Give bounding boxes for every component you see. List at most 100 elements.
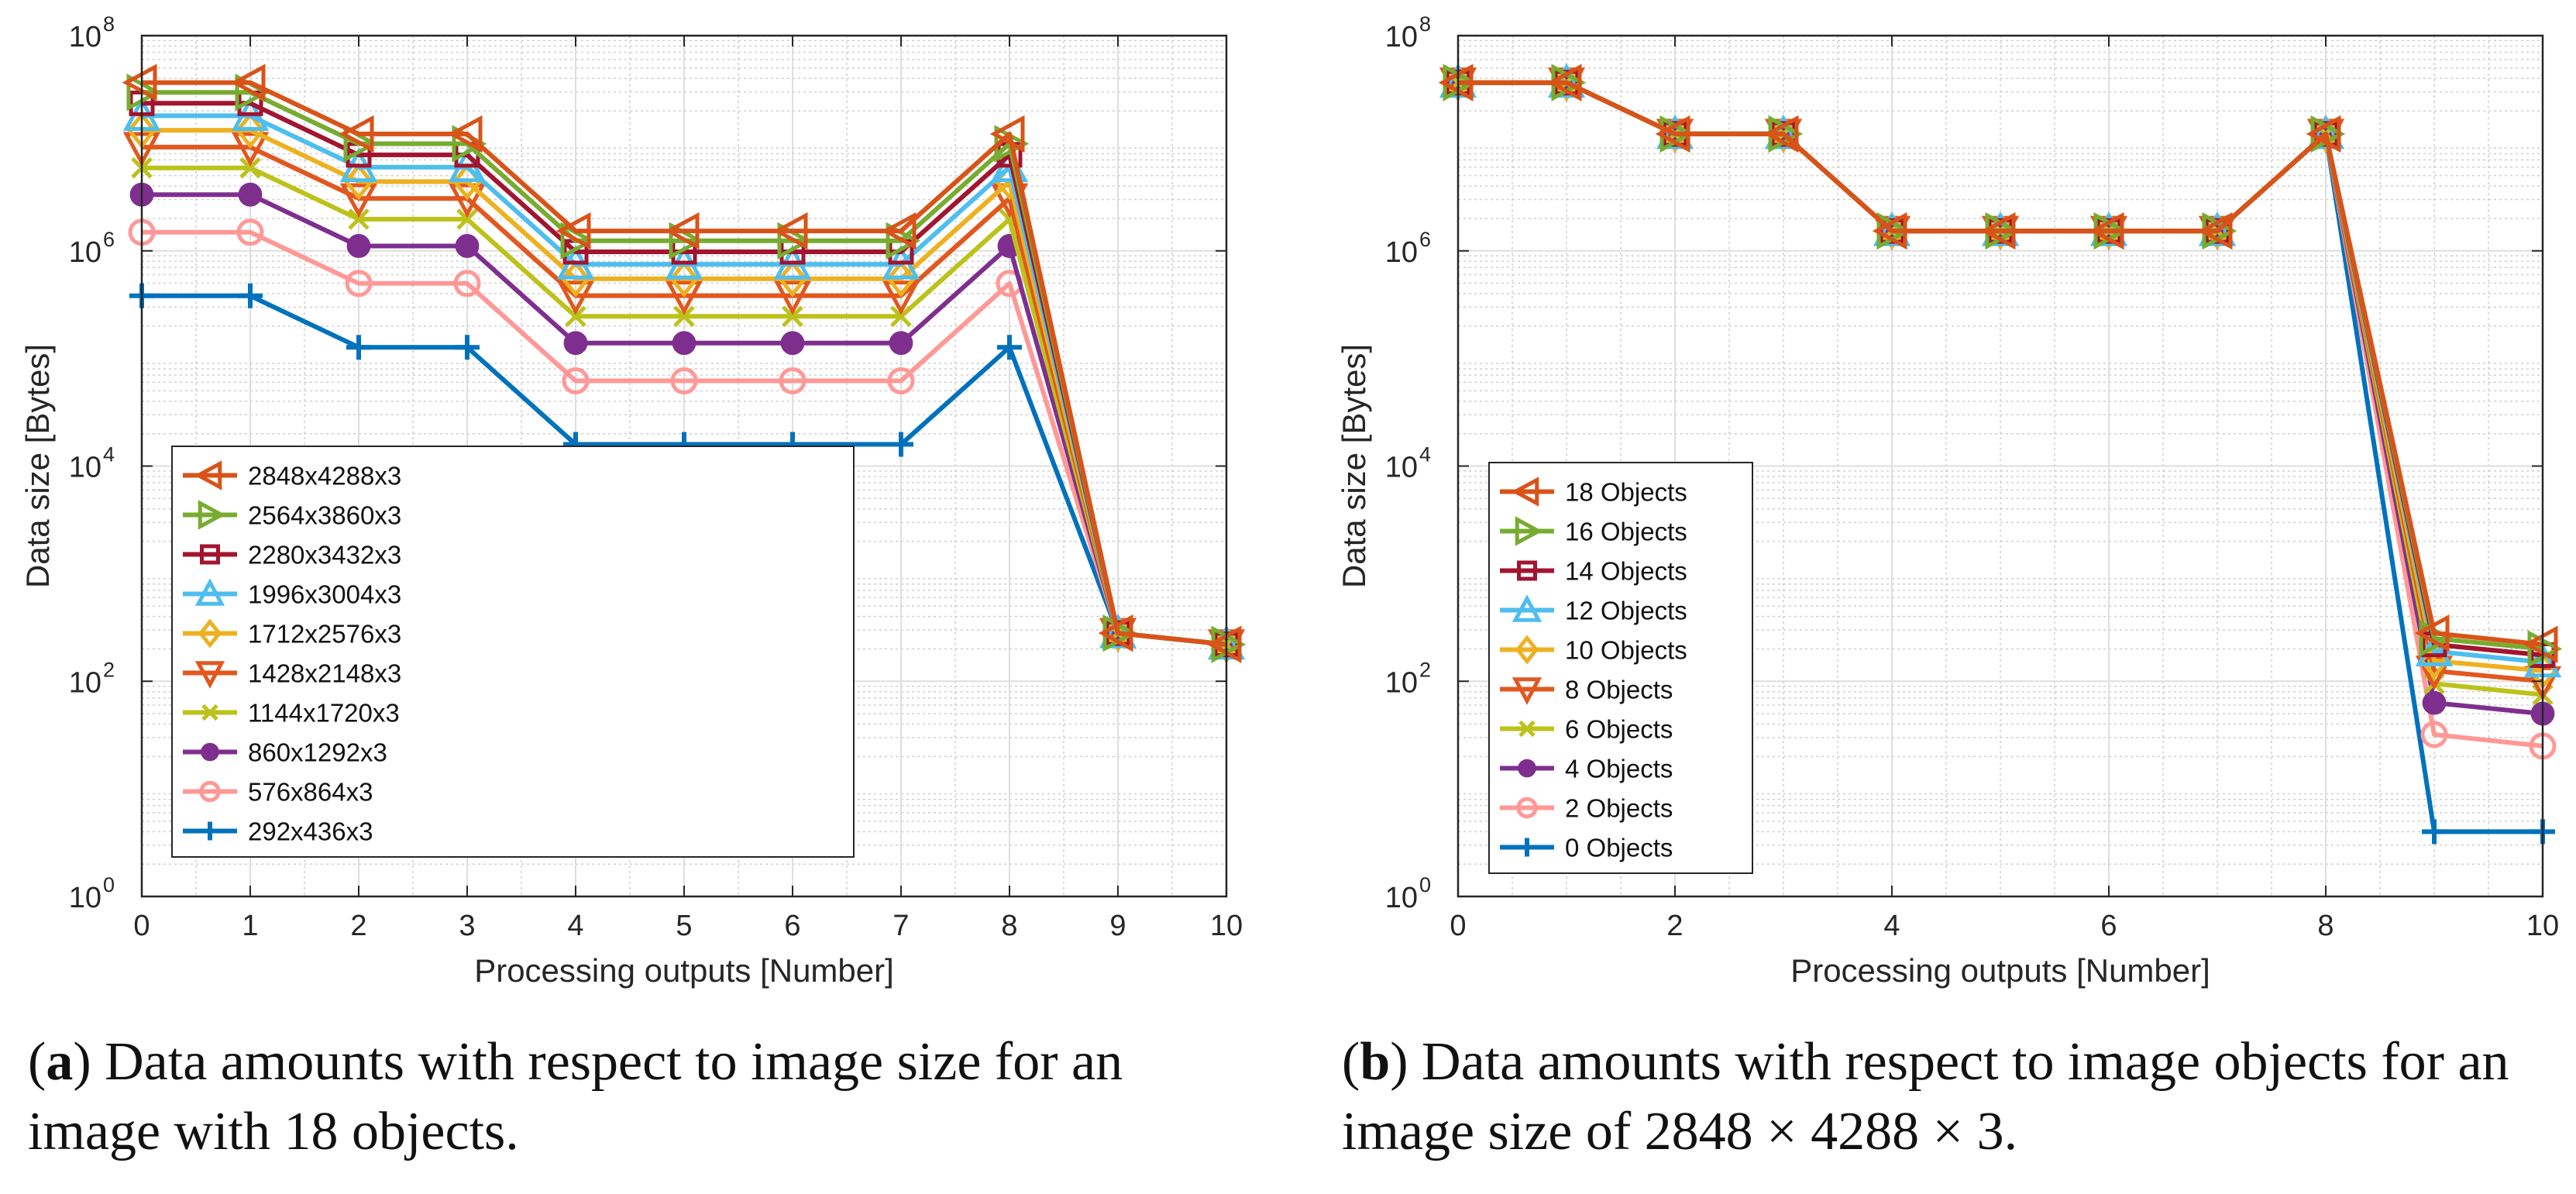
- y-tick-label: 10: [1385, 666, 1418, 699]
- legend-entry: 1144x1720x3: [183, 699, 400, 728]
- y-tick-exponent: 0: [103, 873, 115, 896]
- marker-diamond: [343, 163, 374, 201]
- marker-circle-open: [453, 270, 481, 298]
- x-tick-label: 9: [1109, 910, 1126, 942]
- marker-x: [239, 157, 261, 179]
- marker-triangle-down: [556, 280, 595, 315]
- marker-triangle-left: [447, 115, 483, 153]
- marker-triangle-down: [448, 183, 487, 218]
- legend-label: 18 Objects: [1565, 478, 1687, 507]
- marker-triangle-left: [194, 460, 222, 490]
- legend-label: 0 Objects: [1565, 834, 1673, 862]
- marker-triangle-left: [1438, 64, 1474, 102]
- marker-x: [201, 704, 218, 721]
- marker-x: [456, 208, 478, 230]
- legend-entry: 18 Objects: [1500, 477, 1687, 507]
- y-tick-label: 10: [1385, 236, 1418, 269]
- marker-circle-filled: [889, 331, 913, 356]
- marker-triangle-left: [230, 64, 266, 102]
- marker-triangle-down: [339, 183, 378, 218]
- x-tick-label: 0: [133, 910, 150, 942]
- legend-label: 1996x3004x3: [248, 580, 401, 609]
- marker-triangle-up: [194, 578, 225, 606]
- series-group: [122, 64, 1247, 664]
- marker-x: [1518, 720, 1536, 738]
- caption-a: (a) Data amounts with respect to image s…: [28, 1032, 1123, 1161]
- marker-triangle-right: [1515, 516, 1543, 546]
- legend-label: 16 Objects: [1565, 518, 1687, 546]
- legend-entry: 0 Objects: [1500, 834, 1673, 862]
- marker-triangle-left: [1511, 477, 1539, 507]
- marker-triangle-left: [122, 64, 157, 102]
- marker-triangle-left: [2523, 625, 2558, 663]
- series-group: [1438, 63, 2563, 845]
- x-tick-label: 2: [350, 910, 366, 942]
- legend-label: 1428x2148x3: [248, 659, 401, 688]
- marker-x: [565, 305, 586, 328]
- marker-circle-open: [199, 780, 221, 803]
- marker-circle-open: [345, 270, 373, 298]
- marker-plus: [455, 335, 480, 360]
- legend-entry: 2848x4288x3: [183, 460, 401, 490]
- legend-entry: 16 Objects: [1500, 516, 1687, 546]
- series-path: [142, 229, 1227, 647]
- series-path: [1458, 80, 2543, 647]
- marker-triangle-left: [664, 212, 700, 250]
- legend-box: [171, 446, 855, 858]
- y-tick-exponent: 0: [1419, 873, 1431, 896]
- marker-diamond: [1515, 635, 1539, 665]
- y-tick-exponent: 2: [103, 658, 115, 681]
- x-tick-label: 3: [459, 910, 475, 942]
- legend-label: 1144x1720x3: [248, 699, 400, 728]
- legend-label: 14 Objects: [1565, 557, 1687, 586]
- marker-diamond: [669, 260, 700, 298]
- legend-entry: 12 Objects: [1500, 594, 1687, 625]
- marker-diamond: [235, 112, 266, 150]
- marker-triangle-left: [2197, 212, 2233, 250]
- legend-entry: 8 Objects: [1500, 676, 1673, 705]
- marker-x: [673, 305, 695, 328]
- marker-triangle-left: [339, 115, 374, 153]
- x-axis-label: Processing outputs [Number]: [474, 952, 894, 989]
- marker-diamond: [777, 260, 808, 298]
- x-tick-label: 1: [242, 910, 258, 942]
- marker-diamond: [560, 260, 591, 298]
- marker-circle-open: [779, 366, 807, 394]
- x-axis-label: Processing outputs [Number]: [1790, 952, 2210, 989]
- marker-triangle-left: [1980, 212, 2016, 250]
- x-tick-label: 4: [1883, 910, 1900, 942]
- marker-circle-open: [562, 366, 590, 394]
- legend-entry: 2280x3432x3: [183, 541, 401, 569]
- x-tick-label: 6: [2100, 910, 2117, 942]
- marker-circle-filled: [1518, 759, 1536, 778]
- marker-circle-open: [670, 366, 698, 394]
- legend-label: 1712x2576x3: [248, 620, 401, 649]
- marker-triangle-down: [773, 280, 812, 315]
- x-tick-label: 2: [1666, 910, 1683, 942]
- x-tick-label: 8: [1001, 910, 1017, 942]
- marker-triangle-left: [555, 212, 591, 250]
- marker-triangle-left: [1872, 212, 1907, 250]
- marker-triangle-left: [1546, 64, 1582, 102]
- legend-label: 860x1292x3: [248, 738, 387, 767]
- marker-circle-filled: [455, 234, 480, 258]
- y-tick-label: 10: [69, 21, 101, 53]
- y-tick-label: 10: [69, 452, 101, 484]
- marker-circle-filled: [780, 331, 805, 356]
- legend-entry: 10 Objects: [1500, 635, 1687, 665]
- legend-entry: 292x436x3: [183, 817, 373, 846]
- legend-entry: 2 Objects: [1500, 794, 1673, 823]
- y-tick-label: 10: [69, 666, 101, 699]
- y-tick-label: 10: [1385, 21, 1418, 53]
- x-tick-label: 7: [892, 910, 909, 942]
- legend-entry: 14 Objects: [1500, 557, 1687, 586]
- marker-circle-filled: [346, 234, 371, 258]
- marker-triangle-left: [1763, 115, 1799, 153]
- legend-label: 576x864x3: [248, 778, 373, 807]
- x-tick-label: 5: [676, 910, 692, 942]
- legend-label: 12 Objects: [1565, 597, 1687, 625]
- y-axis-label: Data size [Bytes]: [1336, 344, 1372, 588]
